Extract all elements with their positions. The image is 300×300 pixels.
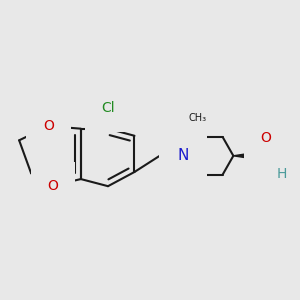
Text: Cl: Cl xyxy=(101,101,115,115)
Text: H: H xyxy=(277,167,287,181)
Text: O: O xyxy=(48,178,58,193)
Text: O: O xyxy=(43,119,54,133)
Text: O: O xyxy=(262,167,273,181)
Text: N: N xyxy=(177,148,189,163)
Text: CH₃: CH₃ xyxy=(189,113,207,123)
Polygon shape xyxy=(233,152,256,159)
Text: O: O xyxy=(260,131,271,145)
